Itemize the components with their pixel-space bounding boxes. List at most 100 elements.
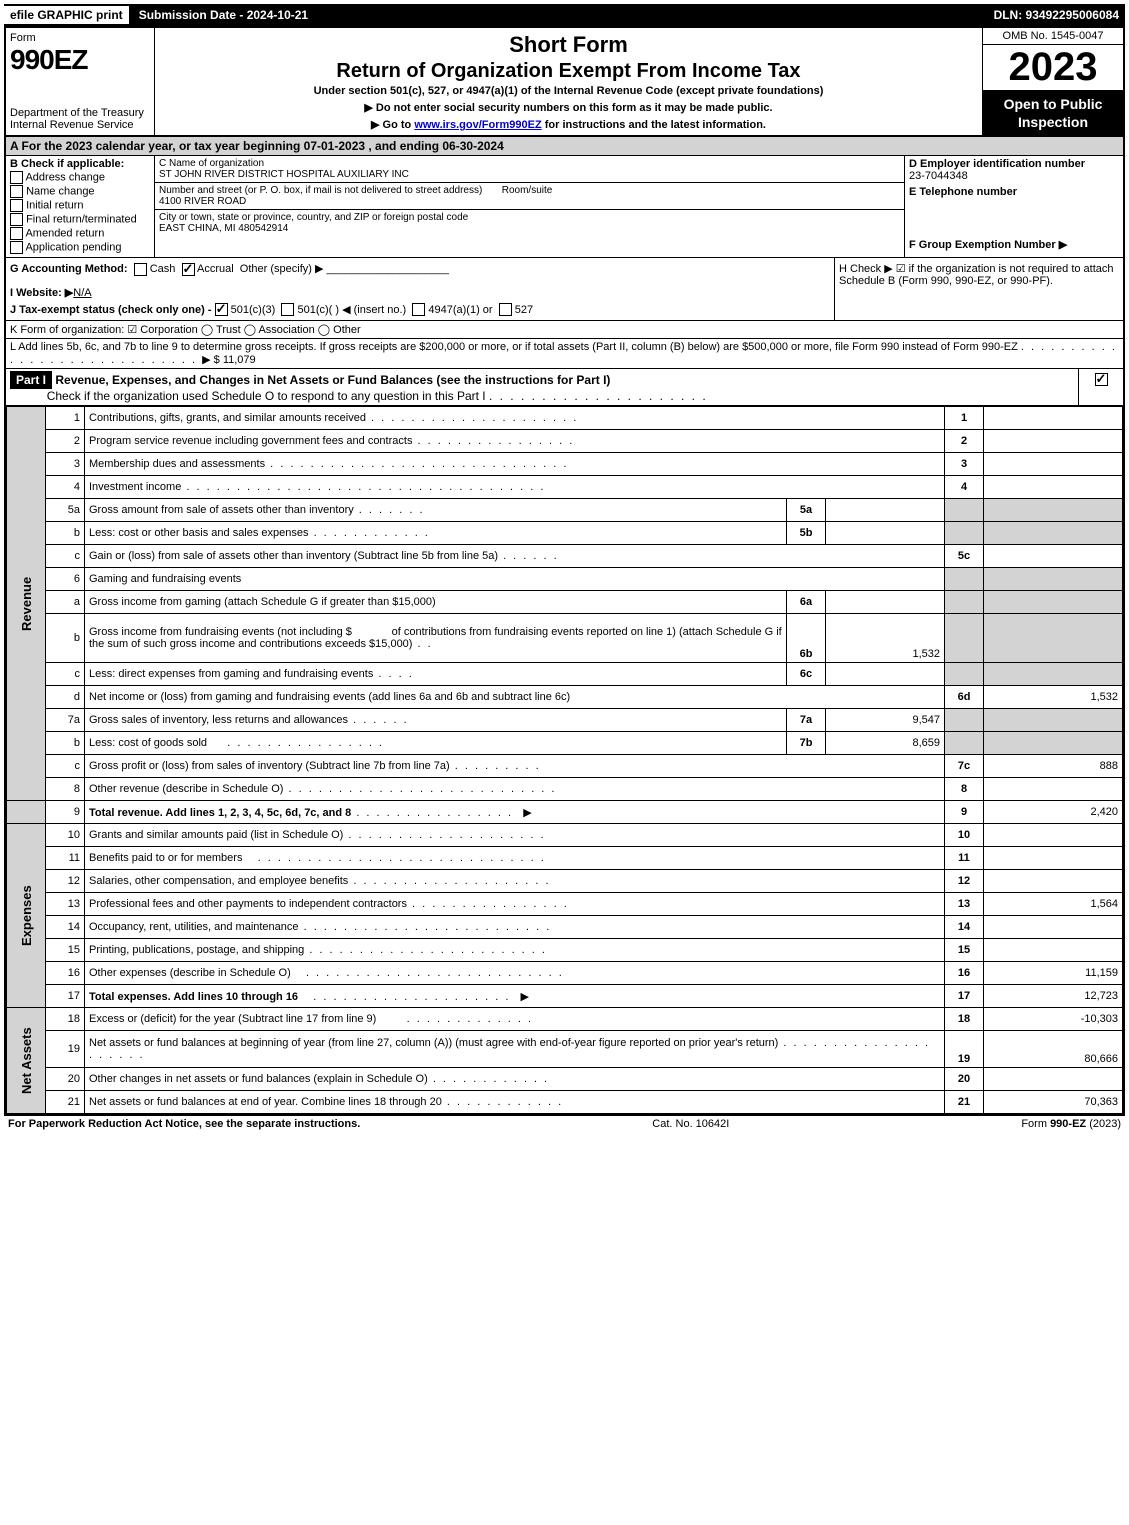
col-h: H Check ▶ ☑ if the organization is not r… [834, 258, 1123, 320]
ln-9-rtnum: 9 [945, 801, 984, 824]
ln-6-valshade [984, 568, 1123, 591]
part-i-label: Part I [10, 371, 52, 389]
chk-amended[interactable]: Amended return [10, 227, 150, 240]
ln-20-val [984, 1068, 1123, 1091]
ln-10-desc: Grants and similar amounts paid (list in… [85, 824, 945, 847]
ln-6c-valshade [984, 663, 1123, 686]
col-b: B Check if applicable: Address change Na… [6, 156, 155, 257]
ln-5a-desc: Gross amount from sale of assets other t… [85, 499, 787, 522]
goto-post: for instructions and the latest informat… [542, 119, 766, 131]
ln-7b-sub: 7b [787, 732, 826, 755]
ln-6d-rtnum: 6d [945, 686, 984, 709]
ln-19-desc: Net assets or fund balances at beginning… [85, 1031, 945, 1068]
chk-final[interactable]: Final return/terminated [10, 213, 150, 226]
ln-3-num: 3 [46, 453, 85, 476]
department-label: Department of the Treasury Internal Reve… [10, 107, 150, 131]
ln-6c-rtshade [945, 663, 984, 686]
expenses-side-label: Expenses [7, 824, 46, 1008]
ln-6b-subval: 1,532 [826, 614, 945, 663]
ln-5a-subval [826, 499, 945, 522]
ln-6-num: 6 [46, 568, 85, 591]
netassets-side-label: Net Assets [7, 1008, 46, 1114]
ln-7a-sub: 7a [787, 709, 826, 732]
ln-6-rtshade [945, 568, 984, 591]
ln-5b-num: b [46, 522, 85, 545]
ln-5c-desc: Gain or (loss) from sale of assets other… [85, 545, 945, 568]
ln-17-val: 12,723 [984, 985, 1123, 1008]
part-i-header: Part I Revenue, Expenses, and Changes in… [6, 369, 1123, 406]
dln-label: DLN: 93492295006084 [988, 6, 1125, 24]
short-form-title: Short Form [159, 32, 978, 58]
chk-initial[interactable]: Initial return [10, 199, 150, 212]
form-container: Form 990EZ Department of the Treasury In… [4, 26, 1125, 1116]
h-text: H Check ▶ ☑ if the organization is not r… [839, 263, 1114, 287]
goto-pre: ▶ Go to [371, 119, 414, 131]
ln-6b-rtshade [945, 614, 984, 663]
ln-7b-valshade [984, 732, 1123, 755]
l-text: L Add lines 5b, 6c, and 7b to line 9 to … [10, 341, 1018, 353]
ln-3-desc: Membership dues and assessments . . . . … [85, 453, 945, 476]
ln-12-rtnum: 12 [945, 870, 984, 893]
part-i-check[interactable] [1078, 369, 1123, 405]
ln-13-rtnum: 13 [945, 893, 984, 916]
ln-6b-desc: Gross income from fundraising events (no… [85, 614, 787, 663]
ln-5b-desc: Less: cost or other basis and sales expe… [85, 522, 787, 545]
chk-pending[interactable]: Application pending [10, 241, 150, 254]
chk-name[interactable]: Name change [10, 185, 150, 198]
ln-5b-sub: 5b [787, 522, 826, 545]
ln-5b-rtshade [945, 522, 984, 545]
ln-6c-sub: 6c [787, 663, 826, 686]
ln-12-val [984, 870, 1123, 893]
ln-6a-desc: Gross income from gaming (attach Schedul… [85, 591, 787, 614]
ssn-warning: ▶ Do not enter social security numbers o… [159, 101, 978, 114]
i-website-row: I Website: ▶N/A [10, 286, 830, 299]
ln-17-desc: Total expenses. Add lines 10 through 16 … [85, 985, 945, 1008]
j-tax-status-row: J Tax-exempt status (check only one) - 5… [10, 303, 830, 317]
ln-16-rtnum: 16 [945, 962, 984, 985]
ln-5c-num: c [46, 545, 85, 568]
ln-19-rtnum: 19 [945, 1031, 984, 1068]
f-grp-block: F Group Exemption Number ▶ [909, 238, 1119, 251]
ln-6b-sub: 6b [787, 614, 826, 663]
ln-18-rtnum: 18 [945, 1008, 984, 1031]
row-a-tax-year: A For the 2023 calendar year, or tax yea… [6, 137, 1123, 156]
irs-link[interactable]: www.irs.gov/Form990EZ [414, 119, 541, 131]
ln-5a-sub: 5a [787, 499, 826, 522]
ln-5b-subval [826, 522, 945, 545]
ln-5a-rtshade [945, 499, 984, 522]
ln-3-rtnum: 3 [945, 453, 984, 476]
ln-7b-num: b [46, 732, 85, 755]
ln-5b-valshade [984, 522, 1123, 545]
ln-1-desc: Contributions, gifts, grants, and simila… [85, 407, 945, 430]
part-i-title: Revenue, Expenses, and Changes in Net As… [55, 373, 610, 387]
ln-6b-valshade [984, 614, 1123, 663]
col-d: D Employer identification number 23-7044… [905, 156, 1123, 257]
c-city-lbl: City or town, state or province, country… [159, 212, 468, 223]
ln-19-num: 19 [46, 1031, 85, 1068]
ln-20-num: 20 [46, 1068, 85, 1091]
ln-14-num: 14 [46, 916, 85, 939]
ln-2-rtnum: 2 [945, 430, 984, 453]
header-left: Form 990EZ Department of the Treasury In… [6, 28, 155, 135]
section-b-c-d: B Check if applicable: Address change Na… [6, 156, 1123, 258]
footer-mid: Cat. No. 10642I [652, 1118, 729, 1130]
chk-address[interactable]: Address change [10, 171, 150, 184]
ln-16-val: 11,159 [984, 962, 1123, 985]
ln-18-num: 18 [46, 1008, 85, 1031]
ln-2-val [984, 430, 1123, 453]
efile-print-button[interactable]: efile GRAPHIC print [4, 6, 131, 24]
ln-7a-valshade [984, 709, 1123, 732]
ln-15-rtnum: 15 [945, 939, 984, 962]
ln-14-val [984, 916, 1123, 939]
ln-2-desc: Program service revenue including govern… [85, 430, 945, 453]
ln-7c-rtnum: 7c [945, 755, 984, 778]
ln-7a-subval: 9,547 [826, 709, 945, 732]
e-tel-lbl: E Telephone number [909, 186, 1017, 198]
ln-6d-desc: Net income or (loss) from gaming and fun… [85, 686, 945, 709]
ln-20-rtnum: 20 [945, 1068, 984, 1091]
ln-19-val: 80,666 [984, 1031, 1123, 1068]
ln-4-val [984, 476, 1123, 499]
submission-date-button[interactable]: Submission Date - 2024-10-21 [131, 4, 316, 26]
part-i-title-cell: Part I Revenue, Expenses, and Changes in… [6, 369, 1078, 405]
c-name-lbl: C Name of organization [159, 158, 264, 169]
